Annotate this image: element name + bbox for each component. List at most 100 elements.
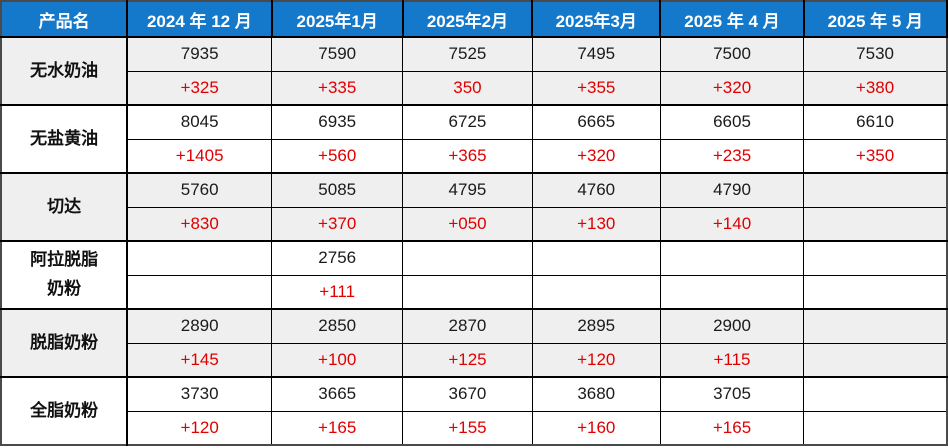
price-cell: 6935	[271, 104, 404, 140]
price-cell	[126, 240, 273, 276]
change-cell: +145	[126, 342, 273, 378]
header-month: 2025 年 5 月	[803, 0, 948, 38]
price-cell: 6610	[803, 104, 948, 140]
change-cell: +1405	[126, 138, 273, 174]
product-name: 脱脂奶粉	[0, 308, 129, 378]
price-cell: 2870	[402, 308, 533, 344]
change-row: +1405 +560 +365 +320 +235 +350	[1, 138, 948, 174]
change-cell	[402, 274, 533, 310]
change-row: +111	[1, 274, 948, 310]
change-cell: +165	[271, 410, 404, 446]
product-name: 全脂奶粉	[0, 376, 129, 446]
price-row: 切达 5760 5085 4795 4760 4790	[0, 172, 948, 242]
price-cell: 3680	[531, 376, 661, 412]
price-cell: 6725	[402, 104, 533, 140]
product-name: 无水奶油	[0, 36, 129, 106]
price-cell: 4795	[402, 172, 533, 208]
change-cell: +560	[271, 138, 404, 174]
price-row: 阿拉脱脂 奶粉 2756	[0, 240, 948, 310]
change-cell: +115	[659, 342, 805, 378]
header-month: 2025年1月	[271, 0, 404, 38]
product-name: 切达	[0, 172, 129, 242]
price-cell: 5085	[271, 172, 404, 208]
change-cell: +235	[659, 138, 805, 174]
change-cell: +335	[271, 70, 404, 106]
price-cell	[659, 240, 805, 276]
change-cell: +350	[803, 138, 948, 174]
change-row: +830 +370 +050 +130 +140	[1, 206, 948, 242]
change-cell	[803, 274, 948, 310]
price-cell: 7935	[126, 36, 273, 72]
price-cell	[803, 376, 948, 412]
change-cell: +830	[126, 206, 273, 242]
change-cell: +380	[803, 70, 948, 106]
price-cell: 4790	[659, 172, 805, 208]
price-cell: 7530	[803, 36, 948, 72]
change-cell: +325	[126, 70, 273, 106]
change-cell	[531, 274, 661, 310]
price-cell: 4760	[531, 172, 661, 208]
header-row: 产品名 2024 年 12 月 2025年1月 2025年2月 2025年3月 2025…	[0, 0, 948, 38]
change-cell: +050	[402, 206, 533, 242]
price-cell: 2890	[126, 308, 273, 344]
change-cell: +125	[402, 342, 533, 378]
header-product-name: 产品名	[0, 0, 129, 38]
price-cell: 2756	[271, 240, 404, 276]
change-cell	[803, 342, 948, 378]
header-month: 2025 年 4 月	[659, 0, 805, 38]
change-cell	[659, 274, 805, 310]
change-row: +325 +335 350 +355 +320 +380	[1, 70, 948, 106]
change-cell: +320	[659, 70, 805, 106]
change-cell: +355	[531, 70, 661, 106]
price-cell: 7525	[402, 36, 533, 72]
header-month: 2025年3月	[531, 0, 662, 38]
price-cell: 2850	[271, 308, 404, 344]
table-body: 无水奶油 7935 7590 7525 7495 7500 7530 +325 +335 350 +…	[0, 36, 948, 446]
price-cell: 6665	[531, 104, 661, 140]
change-cell	[803, 410, 948, 446]
price-cell: 6605	[659, 104, 805, 140]
change-row: +145 +100 +125 +120 +115	[1, 342, 948, 378]
price-cell	[402, 240, 533, 276]
header-month: 2025年2月	[402, 0, 534, 38]
change-cell: +320	[531, 138, 661, 174]
price-cell: 7590	[271, 36, 404, 72]
change-cell: +130	[531, 206, 661, 242]
price-cell	[803, 172, 948, 208]
change-cell: +111	[271, 274, 404, 310]
change-cell: +155	[402, 410, 533, 446]
price-cell: 3705	[659, 376, 805, 412]
product-name: 无盐黄油	[0, 104, 129, 174]
change-cell: +160	[531, 410, 661, 446]
change-cell: +140	[659, 206, 805, 242]
change-cell: 350	[402, 70, 533, 106]
price-cell: 7495	[531, 36, 661, 72]
price-cell	[803, 308, 948, 344]
change-cell	[126, 274, 273, 310]
price-cell: 8045	[126, 104, 273, 140]
price-cell: 7500	[659, 36, 805, 72]
price-cell	[803, 240, 948, 276]
change-cell	[803, 206, 948, 242]
price-cell: 3665	[271, 376, 404, 412]
change-cell: +370	[271, 206, 404, 242]
product-name: 阿拉脱脂 奶粉	[0, 240, 129, 310]
price-cell	[531, 240, 661, 276]
change-row: +120 +165 +155 +160 +165	[1, 410, 948, 446]
price-cell: 2900	[659, 308, 805, 344]
price-cell: 5760	[126, 172, 273, 208]
change-cell: +120	[126, 410, 273, 446]
price-row: 无水奶油 7935 7590 7525 7495 7500 7530	[0, 36, 948, 106]
price-row: 脱脂奶粉 2890 2850 2870 2895 2900	[0, 308, 948, 378]
change-cell: +100	[271, 342, 404, 378]
change-cell: +165	[659, 410, 805, 446]
price-cell: 3670	[402, 376, 533, 412]
change-cell: +120	[531, 342, 661, 378]
price-row: 无盐黄油 8045 6935 6725 6665 6605 6610	[0, 104, 948, 174]
price-cell: 3730	[126, 376, 273, 412]
price-row: 全脂奶粉 3730 3665 3670 3680 3705	[0, 376, 948, 446]
price-cell: 2895	[531, 308, 661, 344]
change-cell: +365	[402, 138, 533, 174]
